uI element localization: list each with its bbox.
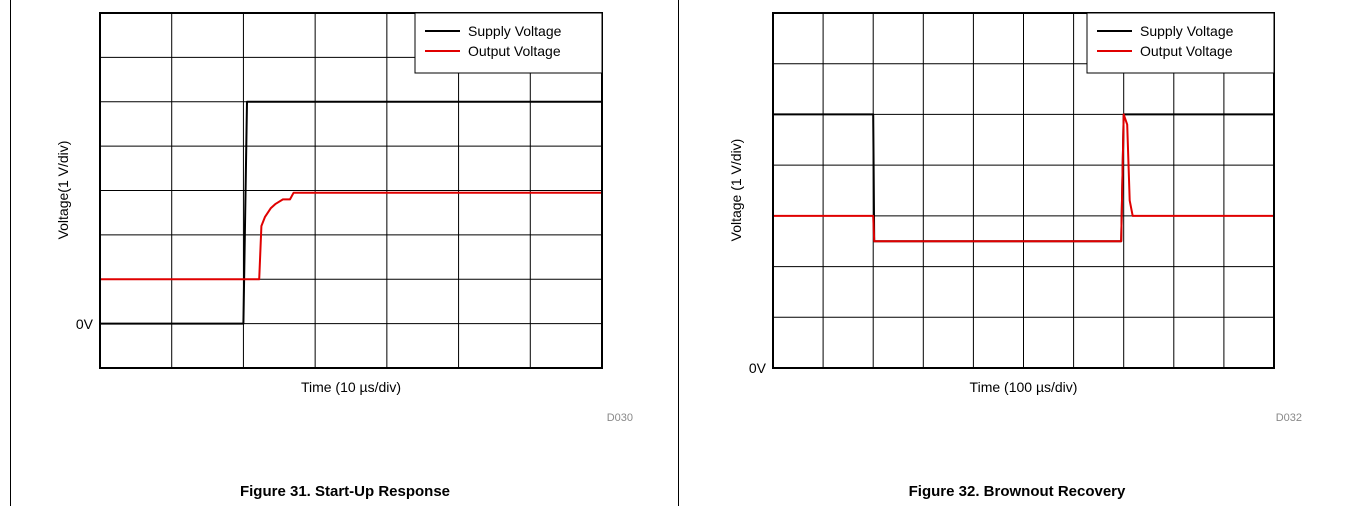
chart-panel-2: Supply Voltage Output Voltage 0V Voltage (1…: [728, 12, 1302, 500]
series-line-output-voltage: [100, 191, 602, 281]
legend-box: [1086, 12, 1275, 74]
series-line-output-voltage: [773, 113, 1274, 243]
x-axis-label: Time (10 µs/div): [301, 379, 401, 395]
left-border: [10, 0, 11, 506]
x-axis-label: Time (100 µs/div): [970, 379, 1078, 395]
legend-entry: Output Voltage: [468, 43, 561, 59]
legend-box: [414, 12, 603, 74]
figure-caption: Figure 31. Start-Up Response: [240, 483, 450, 500]
legend-entry: Supply Voltage: [468, 23, 562, 39]
panel-divider: [678, 0, 679, 506]
chart-panel-1: Supply Voltage Output Voltage 0V Voltage(1 …: [55, 12, 633, 500]
legend-entry: Output Voltage: [1140, 43, 1233, 59]
y-axis-label: Voltage(1 V/div): [55, 141, 71, 240]
series-line-supply-voltage: [100, 100, 602, 325]
y-tick-label-zero: 0V: [76, 316, 94, 332]
plot-frame: [772, 12, 1275, 369]
plot-frame: [99, 12, 603, 369]
figure-code: D030: [607, 412, 633, 424]
y-axis-label: Voltage (1 V/div): [728, 139, 744, 242]
figure-code: D032: [1276, 412, 1302, 424]
legend-entry: Supply Voltage: [1140, 23, 1234, 39]
y-tick-label-zero: 0V: [749, 360, 767, 376]
figure-caption: Figure 32. Brownout Recovery: [909, 483, 1126, 500]
